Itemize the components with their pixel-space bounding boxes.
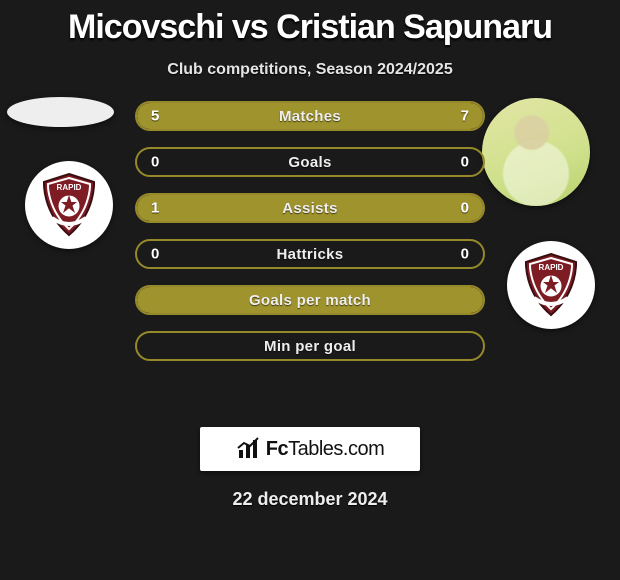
player1-avatar [7, 97, 114, 127]
stat-label: Min per goal [264, 338, 356, 355]
stat-label: Goals per match [249, 292, 371, 309]
stat-value-p1: 0 [151, 154, 159, 171]
player2-club-badge: RAPID [507, 241, 595, 329]
branding-bold: Fc [266, 438, 288, 460]
svg-text:RAPID: RAPID [57, 183, 82, 192]
stat-row: Assists 1 0 [135, 193, 485, 223]
title-player2: Cristian Sapunaru [276, 8, 552, 46]
branding-rest: Tables [288, 438, 343, 460]
player2-avatar [482, 98, 590, 206]
player2-figure [482, 98, 590, 206]
stat-value-p2: 0 [461, 154, 469, 171]
chart-icon [236, 437, 260, 461]
comparison-title: Micovschi vs Cristian Sapunaru [0, 0, 620, 51]
stat-row: Goals 0 0 [135, 147, 485, 177]
stat-value-p1: 5 [151, 108, 159, 125]
stat-value-p2: 0 [461, 200, 469, 217]
branding-badge: FcTables.com [200, 427, 420, 471]
comparison-arena: RAPID RAPID Matches57Goals00Assists10Hat… [0, 101, 620, 421]
stat-label: Assists [282, 200, 337, 217]
stat-label: Matches [279, 108, 341, 125]
stat-value-p2: 7 [461, 108, 469, 125]
snapshot-date: 22 december 2024 [0, 489, 620, 510]
stat-value-p2: 0 [461, 246, 469, 263]
stat-value-p1: 0 [151, 246, 159, 263]
stat-row: Goals per match [135, 285, 485, 315]
shield-icon: RAPID [522, 252, 580, 318]
title-vs: vs [232, 8, 268, 46]
stat-row: Matches 5 7 [135, 101, 485, 131]
title-player1: Micovschi [68, 8, 223, 46]
stat-label: Hattricks [277, 246, 344, 263]
svg-text:RAPID: RAPID [539, 263, 564, 272]
player1-club-badge: RAPID [25, 161, 113, 249]
stat-label: Goals [288, 154, 331, 171]
stat-row: Min per goal [135, 331, 485, 361]
stat-row: Hattricks 0 0 [135, 239, 485, 269]
shield-icon: RAPID [40, 172, 98, 238]
subtitle: Club competitions, Season 2024/2025 [0, 51, 620, 101]
branding-tld: .com [343, 438, 384, 460]
stats-column: Matches57Goals00Assists10Hattricks00Goal… [135, 101, 485, 377]
branding-text: FcTables.com [266, 438, 385, 461]
stat-value-p1: 1 [151, 200, 159, 217]
